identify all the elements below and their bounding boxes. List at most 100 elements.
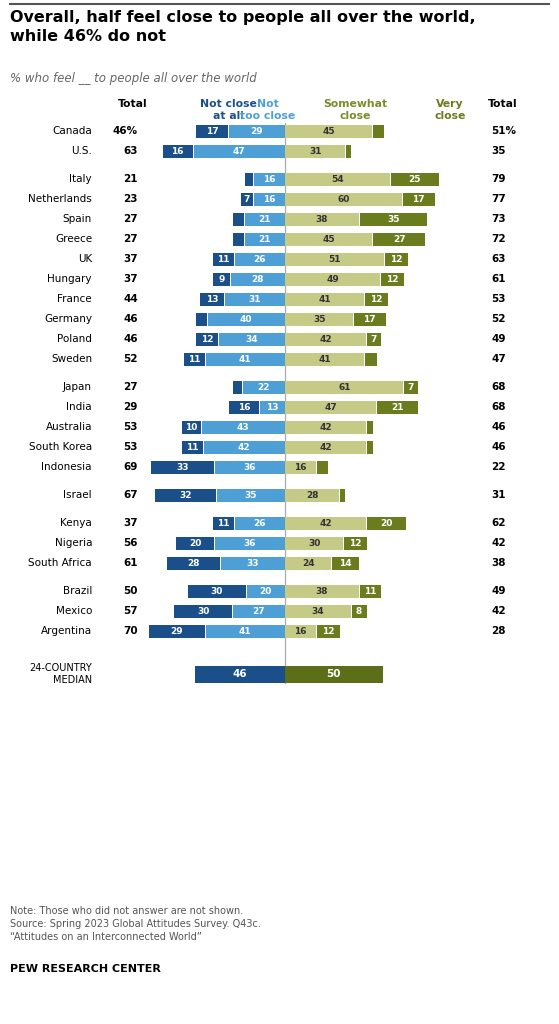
- Bar: [285, 293, 365, 305]
- Text: 70: 70: [124, 626, 138, 636]
- Bar: [195, 312, 196, 326]
- Bar: [244, 213, 285, 225]
- Text: 21: 21: [391, 402, 404, 412]
- Text: 40: 40: [240, 314, 252, 324]
- Bar: [214, 537, 215, 550]
- Text: 43: 43: [237, 423, 249, 431]
- Bar: [365, 293, 389, 305]
- Bar: [339, 488, 340, 502]
- Bar: [234, 253, 235, 265]
- Text: 61: 61: [491, 274, 505, 284]
- Text: 9: 9: [219, 274, 225, 284]
- Text: 7: 7: [371, 335, 377, 343]
- Text: 22: 22: [257, 383, 270, 391]
- Bar: [359, 213, 427, 225]
- Bar: [218, 333, 219, 345]
- Bar: [367, 516, 406, 529]
- Bar: [285, 272, 381, 286]
- Bar: [220, 556, 221, 569]
- Bar: [182, 440, 203, 454]
- Bar: [224, 293, 225, 305]
- Bar: [245, 585, 247, 597]
- Bar: [193, 144, 194, 158]
- Bar: [205, 625, 206, 638]
- Bar: [242, 381, 285, 393]
- Bar: [201, 421, 285, 433]
- Bar: [212, 253, 214, 265]
- Bar: [340, 488, 345, 502]
- Text: 14: 14: [339, 558, 352, 567]
- Text: 26: 26: [253, 255, 266, 263]
- Text: 33: 33: [247, 558, 259, 567]
- Bar: [173, 604, 174, 617]
- Text: 47: 47: [324, 402, 337, 412]
- Text: Not
too close: Not too close: [240, 99, 296, 121]
- Text: 11: 11: [217, 255, 230, 263]
- Text: 17: 17: [206, 127, 218, 135]
- Text: 33: 33: [177, 463, 189, 471]
- Bar: [183, 352, 205, 366]
- Bar: [174, 604, 233, 617]
- Bar: [206, 312, 207, 326]
- Text: 29: 29: [124, 402, 138, 412]
- Bar: [285, 421, 367, 433]
- Text: 27: 27: [393, 234, 405, 244]
- Text: Hungary: Hungary: [48, 274, 92, 284]
- Bar: [215, 537, 285, 550]
- Text: 50: 50: [124, 586, 138, 596]
- Text: Total: Total: [488, 99, 518, 109]
- Bar: [285, 172, 390, 185]
- Text: 49: 49: [491, 586, 505, 596]
- Bar: [195, 125, 196, 137]
- Bar: [195, 333, 196, 345]
- Bar: [373, 125, 385, 137]
- Bar: [353, 312, 354, 326]
- Text: 35: 35: [387, 214, 400, 223]
- Text: 12: 12: [390, 255, 402, 263]
- Text: 35: 35: [245, 490, 257, 500]
- Bar: [181, 421, 182, 433]
- Text: 12: 12: [201, 335, 213, 343]
- Text: 31: 31: [491, 490, 505, 500]
- Bar: [285, 232, 373, 246]
- Bar: [367, 440, 373, 454]
- Bar: [285, 213, 359, 225]
- Text: 32: 32: [179, 490, 192, 500]
- Text: 42: 42: [320, 518, 332, 527]
- Bar: [367, 333, 381, 345]
- Bar: [332, 556, 359, 569]
- Bar: [285, 312, 353, 326]
- Bar: [212, 516, 214, 529]
- Text: 54: 54: [331, 174, 344, 183]
- Text: 51%: 51%: [491, 126, 516, 136]
- Text: 46%: 46%: [113, 126, 138, 136]
- Bar: [376, 400, 377, 414]
- Bar: [254, 172, 285, 185]
- Text: 20: 20: [380, 518, 392, 527]
- Bar: [195, 666, 285, 683]
- Bar: [216, 488, 217, 502]
- Bar: [285, 537, 343, 550]
- Text: South Korea: South Korea: [29, 442, 92, 452]
- Text: 16: 16: [172, 146, 184, 156]
- Text: Very
close: Very close: [434, 99, 466, 121]
- Text: 21: 21: [124, 174, 138, 184]
- Bar: [183, 352, 184, 366]
- Text: 53: 53: [491, 294, 505, 304]
- Text: 27: 27: [124, 214, 138, 224]
- Text: Poland: Poland: [57, 334, 92, 344]
- Text: 37: 37: [124, 518, 138, 528]
- Bar: [316, 625, 340, 638]
- Text: 29: 29: [250, 127, 263, 135]
- Text: 12: 12: [371, 295, 383, 303]
- Bar: [195, 125, 229, 137]
- Text: 7: 7: [244, 195, 250, 204]
- Bar: [372, 232, 373, 246]
- Text: 28: 28: [491, 626, 505, 636]
- Bar: [225, 293, 285, 305]
- Text: 46: 46: [491, 422, 506, 432]
- Text: 16: 16: [263, 174, 276, 183]
- Bar: [285, 585, 359, 597]
- Bar: [367, 421, 373, 433]
- Bar: [148, 625, 149, 638]
